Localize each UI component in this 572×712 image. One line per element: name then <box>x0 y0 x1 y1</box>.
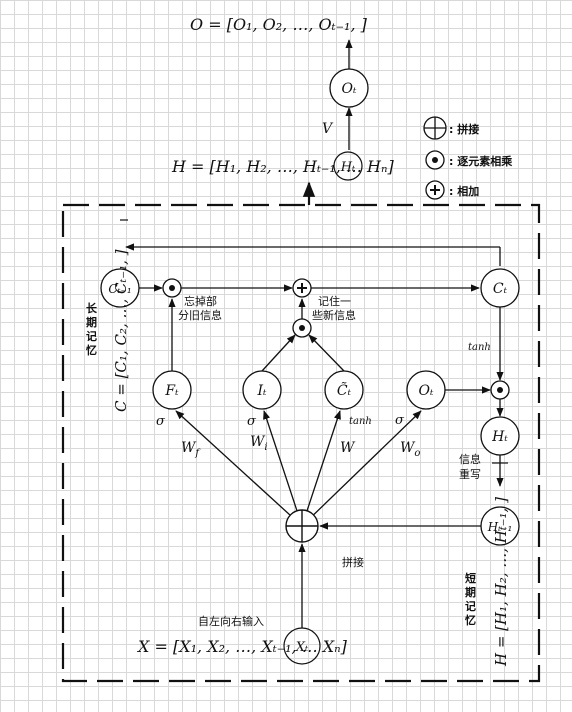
info-note-2: 重写 <box>459 467 481 481</box>
node-x-t <box>283 627 321 665</box>
edge-ctilde-to-imul <box>308 334 345 372</box>
short-term-char-1: 短 <box>465 571 476 585</box>
short-term-sequence: H = [H₁, H₂, …, Hₜ₋₁, ] <box>492 497 510 667</box>
sigma-o: σ <box>395 413 405 428</box>
weight-w: W <box>340 440 356 456</box>
legend-add: : 相加 <box>449 184 479 198</box>
remember-note-2: 些新信息 <box>312 308 356 322</box>
weight-w-i: Wi <box>250 434 268 453</box>
tanh-out: tanh <box>468 342 491 353</box>
edge-concat-to-i <box>263 410 303 527</box>
lstm-cell-boundary <box>61 203 541 683</box>
legend-concat: : 拼接 <box>449 122 479 136</box>
node-h-t-top-label: Hₜ <box>340 160 356 175</box>
edge-concat-to-o <box>301 410 422 527</box>
short-term-char-2: 期 <box>465 585 476 599</box>
node-h-t-top <box>333 151 363 181</box>
forget-note-1: 忘掉部 <box>184 294 217 308</box>
node-h-prev <box>480 506 520 546</box>
edge-concat-to-ctilde <box>301 410 341 527</box>
cell-sequence: C = [C₁, C₂, …, Cₜ₋₁, ] <box>112 249 130 412</box>
long-term-char-3: 记 <box>86 330 97 343</box>
node-o-t-top-label: Oₜ <box>342 81 357 97</box>
label-v: V <box>322 121 334 137</box>
short-term-char-4: 忆 <box>465 613 476 627</box>
sigma-i: σ <box>247 414 257 429</box>
long-term-char-4: 忆 <box>86 343 97 357</box>
remember-note-1: 记住一 <box>318 294 351 308</box>
edge-i-to-imul <box>261 334 296 372</box>
node-h-t-label: Hₜ <box>491 429 508 445</box>
long-term-char-1: 长 <box>86 301 98 315</box>
node-c-tilde-label: C̃ₜ <box>337 381 352 399</box>
node-i-t-label: Iₜ <box>257 383 268 399</box>
node-o-t-label: Oₜ <box>419 383 434 399</box>
edge-concat-to-f <box>175 410 303 527</box>
node-h-prev-label: Hₜ₋₁ <box>487 520 513 534</box>
info-note-1: 信息 <box>459 452 481 466</box>
node-c-t-label: Cₜ <box>493 281 508 297</box>
hidden-sequence: H = [H₁, H₂, …, Hₜ₋₁, … Hₙ] <box>171 157 394 176</box>
legend: : 拼接 : 逐元素相乘 : 相加 <box>423 116 513 200</box>
input-sequence: X = [X₁, X₂, …, Xₜ₋₁, … Xₙ] <box>136 637 348 656</box>
output-sequence: O = [O₁, O₂, …, Oₜ₋₁, ] <box>190 15 368 34</box>
short-term-char-3: 记 <box>465 600 476 613</box>
node-f-t-label: Fₜ <box>164 383 179 399</box>
forget-note-2: 分旧信息 <box>178 308 222 322</box>
node-x-t-label: Xₜ <box>295 640 309 655</box>
weight-w-o: Wo <box>400 440 420 459</box>
node-c-prev-label: Cₜ₋₁ <box>108 282 131 296</box>
long-term-char-2: 期 <box>86 315 97 329</box>
sigma-f: σ <box>156 414 166 429</box>
tanh-c: tanh <box>349 416 372 427</box>
legend-elementwise-mul: : 逐元素相乘 <box>449 154 513 168</box>
weight-w-f: Wf <box>181 440 201 459</box>
concat-label: 拼接 <box>342 555 364 569</box>
input-direction-note: 自左向右输入 <box>198 614 264 628</box>
